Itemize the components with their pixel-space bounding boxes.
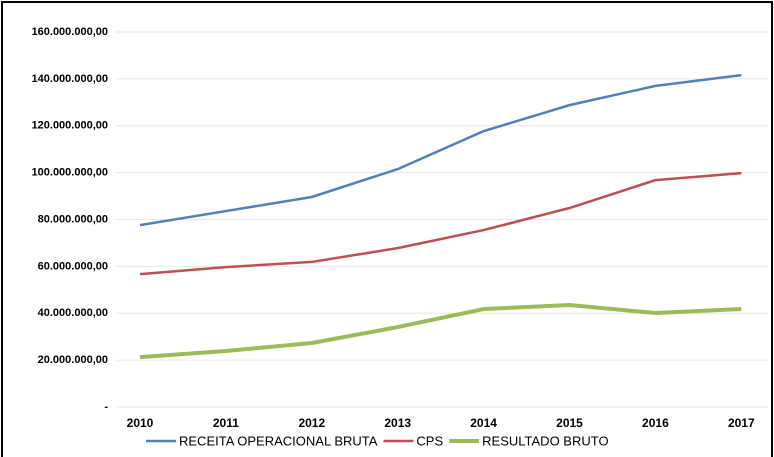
legend-label: RESULTADO BRUTO	[482, 433, 608, 448]
series-line	[139, 171, 742, 276]
x-tick-label: 2011	[213, 416, 239, 430]
y-tick-label: 80.000.000,00	[38, 213, 108, 225]
x-tick-label: 2013	[384, 416, 411, 430]
x-tick-label: 2014	[470, 416, 497, 430]
y-tick-label: -	[104, 401, 108, 413]
legend-label: RECEITA OPERACIONAL BRUTA	[179, 433, 378, 448]
x-tick-label: 2016	[642, 416, 669, 430]
x-tick-label: 2015	[556, 416, 583, 430]
x-tick-label: 2012	[298, 416, 325, 430]
y-tick-label: 20.000.000,00	[38, 354, 108, 366]
x-tick-label: 2017	[728, 416, 755, 430]
y-tick-label: 40.000.000,00	[38, 307, 108, 319]
series-line	[139, 303, 742, 360]
y-tick-label: 100.000.000,00	[32, 167, 108, 179]
series-line	[139, 73, 742, 227]
y-tick-label: 140.000.000,00	[32, 73, 108, 85]
legend-label: CPS	[416, 433, 443, 448]
y-tick-label: 60.000.000,00	[38, 260, 108, 272]
y-tick-label: 120.000.000,00	[32, 120, 108, 132]
y-tick-label: 160.000.000,00	[32, 26, 108, 38]
x-tick-label: 2010	[127, 416, 154, 430]
